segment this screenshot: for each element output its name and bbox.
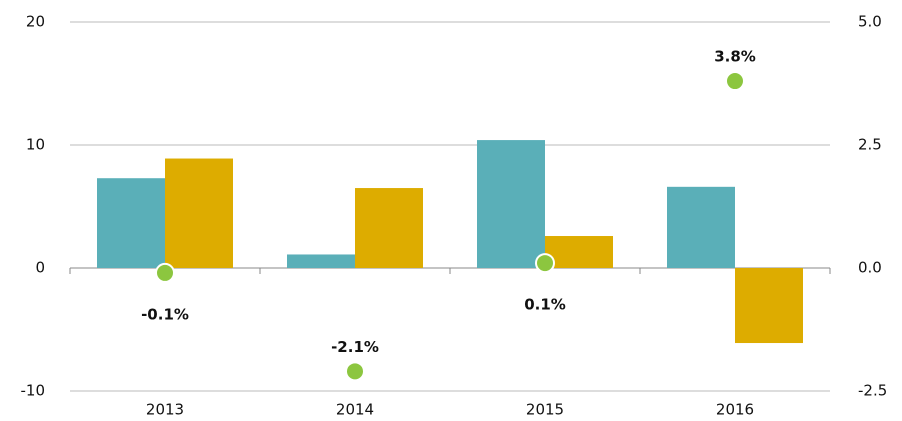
bar (355, 188, 423, 268)
y2-tick-label: 2.5 (858, 136, 882, 154)
y2-tick-label: 5.0 (858, 13, 882, 31)
y-tick-label: -10 (21, 382, 46, 400)
bar (165, 158, 233, 268)
bar (667, 186, 735, 268)
y-tick-label: 0 (35, 259, 45, 277)
dot (345, 361, 365, 382)
y2-tick-label: 0.0 (858, 259, 882, 277)
x-tick-label: 2016 (716, 401, 754, 419)
dot (155, 262, 175, 283)
data-label: -0.1% (141, 305, 189, 323)
data-label: -2.1% (331, 338, 379, 356)
x-tick-label: 2015 (526, 401, 564, 419)
bar (545, 236, 613, 268)
bar (97, 178, 165, 268)
x-tick-label: 2014 (336, 401, 374, 419)
x-tick-label: 2013 (146, 401, 184, 419)
data-label: 3.8% (714, 48, 756, 66)
dot (535, 253, 555, 274)
y-tick-label: 20 (26, 13, 45, 31)
y2-tick-label: -2.5 (858, 382, 887, 400)
bar (735, 268, 803, 344)
y-tick-label: 10 (26, 136, 45, 154)
data-label: 0.1% (524, 296, 566, 314)
bar (287, 254, 355, 268)
dot (725, 71, 745, 92)
bar (477, 140, 545, 268)
